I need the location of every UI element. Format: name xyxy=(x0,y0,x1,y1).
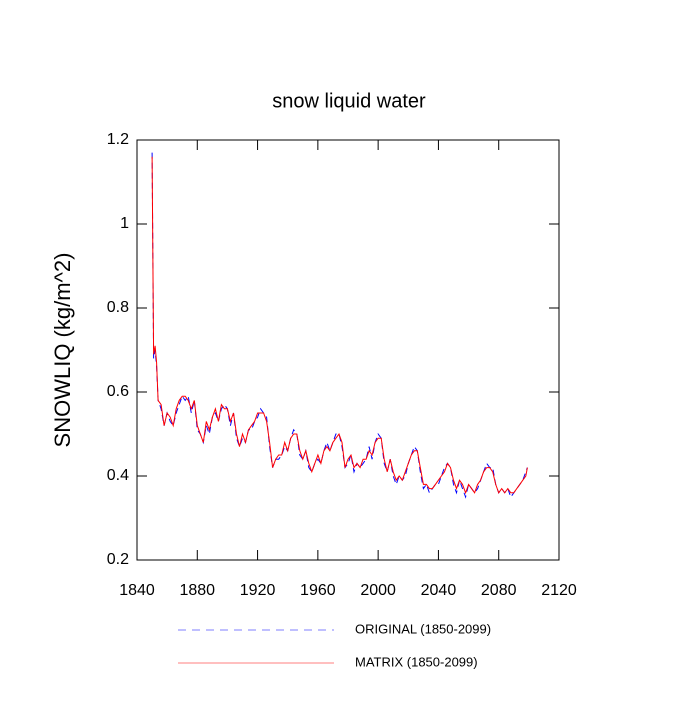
y-tick-label: 1 xyxy=(120,215,129,232)
x-tick-label: 1920 xyxy=(240,582,276,599)
y-tick-label: 0.4 xyxy=(107,467,129,484)
legend-label: ORIGINAL (1850-2099) xyxy=(355,621,491,636)
x-tick-label: 2120 xyxy=(541,582,577,599)
y-tick-label: 1.2 xyxy=(107,131,129,148)
y-tick-label: 0.2 xyxy=(107,551,129,568)
series-line xyxy=(151,152,528,499)
y-axis-label: SNOWLIQ (kg/m^2) xyxy=(50,253,75,448)
x-tick-label: 2040 xyxy=(421,582,457,599)
series-line xyxy=(151,156,528,495)
x-tick-label: 2000 xyxy=(360,582,396,599)
chart-title: snow liquid water xyxy=(272,90,426,112)
x-tick-label: 1880 xyxy=(179,582,215,599)
y-tick-label: 0.6 xyxy=(107,383,129,400)
x-tick-label: 1960 xyxy=(300,582,336,599)
y-tick-label: 0.8 xyxy=(107,299,129,316)
x-tick-label: 1840 xyxy=(119,582,155,599)
x-tick-label: 2080 xyxy=(481,582,517,599)
legend-label: MATRIX (1850-2099) xyxy=(355,654,478,669)
plot-frame xyxy=(136,139,560,561)
